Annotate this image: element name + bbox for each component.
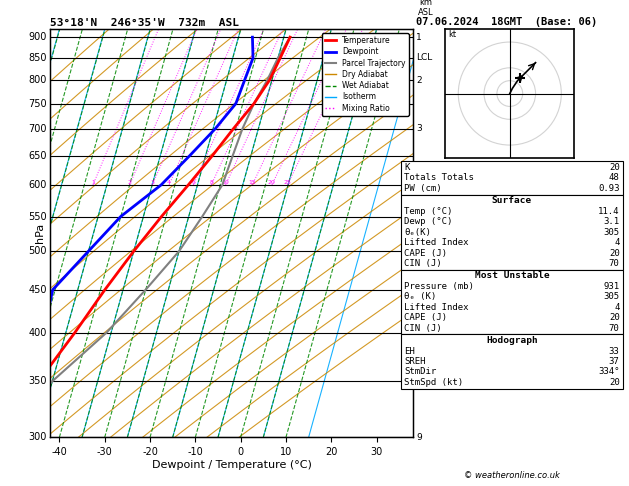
Text: 1: 1 <box>91 180 95 185</box>
Text: 20: 20 <box>268 180 276 185</box>
Text: 350: 350 <box>28 376 47 386</box>
Text: 450: 450 <box>28 285 47 295</box>
Text: Pressure (mb): Pressure (mb) <box>404 282 474 291</box>
Text: 700: 700 <box>28 124 47 134</box>
Text: Hodograph: Hodograph <box>486 336 538 345</box>
Text: 500: 500 <box>28 246 47 256</box>
Text: 5: 5 <box>416 212 422 221</box>
Text: 37: 37 <box>609 357 620 366</box>
Text: 20: 20 <box>609 313 620 322</box>
Text: 850: 850 <box>28 53 47 63</box>
Text: 3: 3 <box>416 124 422 133</box>
Text: θₑ(K): θₑ(K) <box>404 227 431 237</box>
Text: 3.1: 3.1 <box>603 217 620 226</box>
Text: EH: EH <box>404 347 415 356</box>
Text: CIN (J): CIN (J) <box>404 324 442 333</box>
Text: 300: 300 <box>28 433 47 442</box>
Text: Surface: Surface <box>492 196 532 206</box>
Text: Temp (°C): Temp (°C) <box>404 207 453 216</box>
Text: 20: 20 <box>609 378 620 387</box>
Text: Lifted Index: Lifted Index <box>404 303 469 312</box>
Text: 2: 2 <box>416 76 422 85</box>
Text: Most Unstable: Most Unstable <box>475 271 549 280</box>
Text: 4: 4 <box>167 180 171 185</box>
Text: 334°: 334° <box>598 367 620 377</box>
Text: 600: 600 <box>28 180 47 190</box>
Text: 10: 10 <box>222 180 230 185</box>
Text: © weatheronline.co.uk: © weatheronline.co.uk <box>464 471 560 480</box>
Text: 2: 2 <box>128 180 131 185</box>
Text: 4: 4 <box>614 303 620 312</box>
Text: K: K <box>404 163 410 172</box>
Text: 53°18'N  246°35'W  732m  ASL: 53°18'N 246°35'W 732m ASL <box>50 18 239 28</box>
Text: Lifted Index: Lifted Index <box>404 238 469 247</box>
Text: 70: 70 <box>609 324 620 333</box>
Text: CIN (J): CIN (J) <box>404 259 442 268</box>
Text: StmDir: StmDir <box>404 367 437 377</box>
Text: 07.06.2024  18GMT  (Base: 06): 07.06.2024 18GMT (Base: 06) <box>416 17 597 27</box>
Text: LCL: LCL <box>416 53 433 63</box>
Text: 0.93: 0.93 <box>598 184 620 193</box>
Legend: Temperature, Dewpoint, Parcel Trajectory, Dry Adiabat, Wet Adiabat, Isotherm, Mi: Temperature, Dewpoint, Parcel Trajectory… <box>322 33 409 116</box>
Text: 6: 6 <box>191 180 196 185</box>
Text: 9: 9 <box>416 433 422 442</box>
Text: 3: 3 <box>150 180 154 185</box>
Text: PW (cm): PW (cm) <box>404 184 442 193</box>
Text: 8: 8 <box>209 180 213 185</box>
Text: StmSpd (kt): StmSpd (kt) <box>404 378 464 387</box>
Text: 11.4: 11.4 <box>598 207 620 216</box>
Text: CAPE (J): CAPE (J) <box>404 248 447 258</box>
Text: 1: 1 <box>416 33 422 42</box>
X-axis label: Dewpoint / Temperature (°C): Dewpoint / Temperature (°C) <box>152 460 311 470</box>
Text: 750: 750 <box>28 99 47 108</box>
Text: 305: 305 <box>603 227 620 237</box>
Text: 900: 900 <box>28 32 47 42</box>
Text: SREH: SREH <box>404 357 426 366</box>
Text: 305: 305 <box>603 292 620 301</box>
Text: CAPE (J): CAPE (J) <box>404 313 447 322</box>
Text: 550: 550 <box>28 211 47 222</box>
Text: 6: 6 <box>416 285 422 294</box>
Text: 4: 4 <box>416 180 422 190</box>
Text: 48: 48 <box>609 174 620 183</box>
Text: 70: 70 <box>609 259 620 268</box>
Text: kt: kt <box>448 30 456 39</box>
Text: 800: 800 <box>28 75 47 85</box>
Text: 15: 15 <box>248 180 256 185</box>
Text: 7: 7 <box>416 328 422 337</box>
Text: 33: 33 <box>609 347 620 356</box>
Text: km
ASL: km ASL <box>418 0 433 17</box>
Text: 650: 650 <box>28 151 47 161</box>
Text: 25: 25 <box>284 180 291 185</box>
Text: 4: 4 <box>614 238 620 247</box>
Text: Totals Totals: Totals Totals <box>404 174 474 183</box>
Y-axis label: hPa: hPa <box>35 223 45 243</box>
Text: θₑ (K): θₑ (K) <box>404 292 437 301</box>
Text: 8: 8 <box>416 377 422 386</box>
Text: 20: 20 <box>609 248 620 258</box>
Text: Dewp (°C): Dewp (°C) <box>404 217 453 226</box>
Text: 20: 20 <box>609 163 620 172</box>
Text: Mixing Ratio (g/kg): Mixing Ratio (g/kg) <box>445 191 454 276</box>
Text: 400: 400 <box>28 328 47 338</box>
Text: 931: 931 <box>603 282 620 291</box>
